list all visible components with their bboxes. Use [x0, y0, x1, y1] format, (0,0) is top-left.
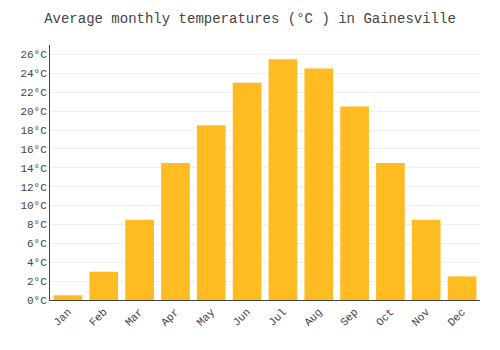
- svg-text:Average monthly temperatures (: Average monthly temperatures (°C ) in Ga…: [44, 11, 456, 27]
- svg-text:4°C: 4°C: [27, 257, 47, 269]
- svg-text:Aug: Aug: [302, 306, 324, 328]
- svg-text:0°C: 0°C: [27, 295, 47, 307]
- svg-text:Apr: Apr: [159, 306, 181, 328]
- svg-text:26°C: 26°C: [20, 49, 47, 61]
- svg-text:Jun: Jun: [231, 306, 253, 328]
- svg-text:24°C: 24°C: [20, 68, 47, 80]
- svg-text:12°C: 12°C: [20, 182, 47, 194]
- svg-text:6°C: 6°C: [27, 238, 47, 250]
- svg-text:16°C: 16°C: [20, 144, 47, 156]
- svg-text:10°C: 10°C: [20, 200, 47, 212]
- svg-text:Jul: Jul: [266, 306, 288, 328]
- svg-text:May: May: [195, 306, 218, 329]
- svg-text:20°C: 20°C: [20, 106, 47, 118]
- svg-text:Sep: Sep: [338, 306, 360, 328]
- svg-text:8°C: 8°C: [27, 219, 47, 231]
- svg-text:2°C: 2°C: [27, 276, 47, 288]
- svg-text:14°C: 14°C: [20, 163, 47, 175]
- svg-text:18°C: 18°C: [20, 125, 47, 137]
- svg-text:22°C: 22°C: [20, 87, 47, 99]
- svg-text:Dec: Dec: [446, 306, 468, 328]
- svg-text:Jan: Jan: [51, 306, 73, 328]
- svg-text:Oct: Oct: [374, 306, 396, 328]
- svg-text:Mar: Mar: [123, 306, 145, 328]
- svg-text:Nov: Nov: [410, 306, 433, 329]
- svg-text:Feb: Feb: [87, 306, 109, 328]
